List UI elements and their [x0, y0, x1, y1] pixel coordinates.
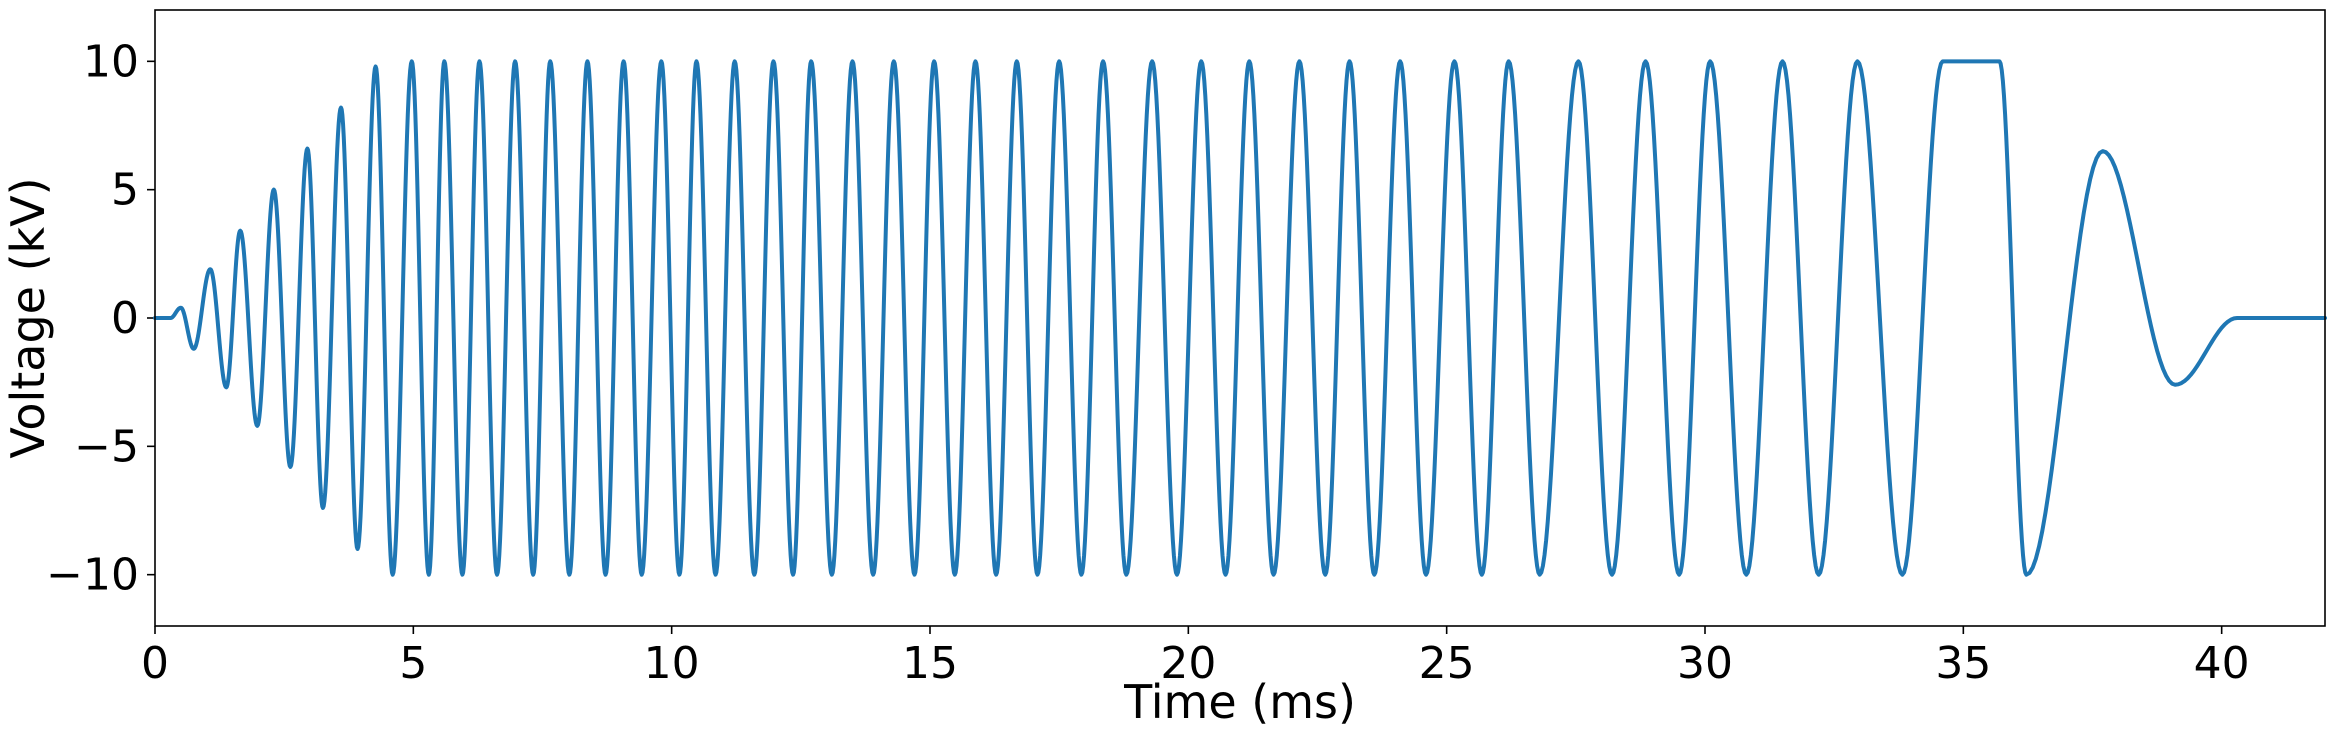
y-tick-label: 0	[111, 293, 139, 344]
y-tick-label: 10	[83, 36, 139, 87]
x-tick-label: 30	[1677, 638, 1733, 689]
voltage-series-line	[153, 59, 2327, 577]
x-tick-label: 40	[2194, 638, 2250, 689]
x-tick-label: 10	[644, 638, 700, 689]
x-axis-label: Time (ms)	[1123, 675, 1356, 729]
y-tick-label: −5	[74, 421, 139, 472]
x-tick-label: 35	[1935, 638, 1991, 689]
x-tick-label: 0	[141, 638, 169, 689]
x-tick-label: 25	[1419, 638, 1475, 689]
x-tick-label: 5	[399, 638, 427, 689]
y-axis-label: Voltage (kV)	[1, 177, 55, 458]
plot-frame	[154, 9, 2326, 627]
x-tick-label: 20	[1160, 638, 1216, 689]
x-tick-label: 15	[902, 638, 958, 689]
y-tick-label: −10	[46, 550, 139, 601]
plot-area	[153, 59, 2327, 577]
y-tick-label: 5	[111, 165, 139, 216]
axis-ticks: 0 5 10 15 20 25 30 35 40 −10 −5 0 5 10	[46, 36, 2250, 689]
